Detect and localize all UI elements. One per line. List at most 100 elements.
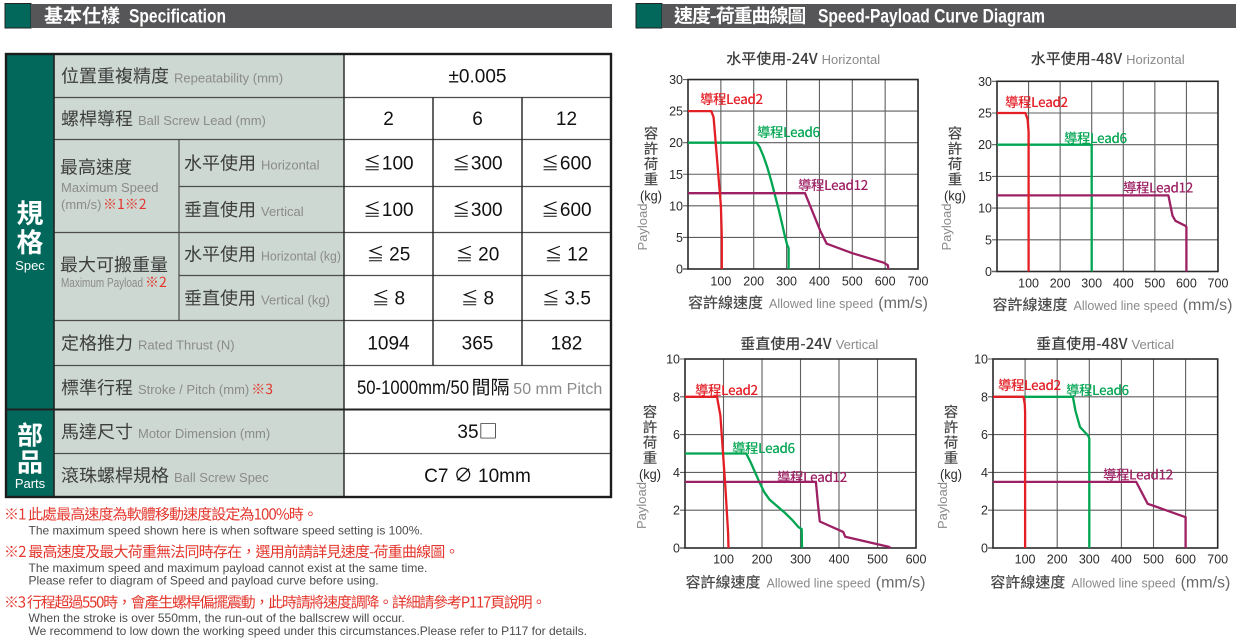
svg-text:(mm/s): (mm/s) bbox=[1183, 297, 1233, 314]
svg-text:20: 20 bbox=[978, 138, 992, 152]
svg-text:Horizontal: Horizontal bbox=[1126, 52, 1185, 67]
svg-text:8: 8 bbox=[981, 390, 988, 404]
svg-text:Please refer to diagram of Spe: Please refer to diagram of Speed and pay… bbox=[29, 574, 379, 588]
svg-text:4: 4 bbox=[673, 466, 680, 480]
svg-text:10mm: 10mm bbox=[478, 466, 531, 487]
svg-text:Maximum Speed: Maximum Speed bbox=[61, 180, 159, 195]
svg-text:1094: 1094 bbox=[367, 334, 410, 355]
svg-text:Allowed line speed: Allowed line speed bbox=[1071, 577, 1175, 591]
svg-text:100: 100 bbox=[1018, 277, 1039, 291]
svg-text:Rated Thrust (N): Rated Thrust (N) bbox=[138, 338, 235, 353]
svg-text:25: 25 bbox=[669, 105, 683, 119]
svg-text:15: 15 bbox=[978, 170, 992, 184]
svg-text:12: 12 bbox=[567, 245, 588, 266]
svg-text:700: 700 bbox=[908, 275, 929, 289]
svg-text:8: 8 bbox=[483, 289, 494, 310]
svg-text:(kg): (kg) bbox=[940, 466, 962, 482]
svg-text:600: 600 bbox=[906, 553, 927, 567]
svg-text:8: 8 bbox=[394, 289, 405, 310]
svg-text:Payload: Payload bbox=[634, 482, 649, 529]
svg-text:0: 0 bbox=[673, 542, 680, 556]
svg-text:Ball Screw Spec: Ball Screw Spec bbox=[174, 470, 269, 485]
svg-text:2: 2 bbox=[383, 109, 394, 130]
svg-text:Allowed line speed: Allowed line speed bbox=[1073, 299, 1177, 313]
svg-text:300: 300 bbox=[776, 275, 797, 289]
svg-text:(kg): (kg) bbox=[944, 188, 966, 204]
svg-text:Allowed line speed: Allowed line speed bbox=[769, 297, 873, 311]
svg-text:3.5: 3.5 bbox=[565, 289, 591, 310]
svg-text:10: 10 bbox=[974, 353, 988, 367]
svg-text:Horizontal: Horizontal bbox=[261, 158, 320, 173]
svg-text:5: 5 bbox=[985, 233, 992, 247]
svg-text:200: 200 bbox=[743, 275, 764, 289]
svg-text:300: 300 bbox=[471, 200, 503, 221]
svg-text:400: 400 bbox=[829, 553, 850, 567]
svg-text:600: 600 bbox=[1175, 553, 1196, 567]
svg-text:500: 500 bbox=[842, 275, 863, 289]
svg-text:Spec: Spec bbox=[15, 258, 45, 273]
svg-text:20: 20 bbox=[669, 136, 683, 150]
svg-text:500: 500 bbox=[1143, 553, 1164, 567]
svg-text:10: 10 bbox=[666, 353, 680, 367]
svg-text:200: 200 bbox=[1050, 277, 1071, 291]
svg-text:10: 10 bbox=[669, 199, 683, 213]
svg-text:50 mm Pitch: 50 mm Pitch bbox=[513, 381, 602, 398]
svg-text:Horizontal: Horizontal bbox=[822, 52, 881, 67]
svg-text:6: 6 bbox=[472, 109, 483, 130]
svg-text:600: 600 bbox=[560, 200, 592, 221]
svg-text:We recommend to low down the w: We recommend to low down the working spe… bbox=[29, 624, 588, 638]
svg-text:200: 200 bbox=[1047, 553, 1068, 567]
svg-text:Payload: Payload bbox=[635, 204, 650, 251]
svg-text:30: 30 bbox=[669, 73, 683, 87]
svg-text:200: 200 bbox=[752, 553, 773, 567]
svg-text:500: 500 bbox=[1144, 277, 1165, 291]
svg-text:182: 182 bbox=[551, 334, 583, 355]
svg-text:300: 300 bbox=[1081, 277, 1102, 291]
svg-text:Parts: Parts bbox=[15, 476, 46, 491]
svg-text:(mm/s): (mm/s) bbox=[876, 575, 926, 592]
svg-text:0: 0 bbox=[985, 265, 992, 279]
svg-text:100: 100 bbox=[1015, 553, 1036, 567]
svg-text:6: 6 bbox=[673, 428, 680, 442]
svg-text:Horizontal (kg): Horizontal (kg) bbox=[261, 249, 341, 264]
svg-text:400: 400 bbox=[1111, 553, 1132, 567]
svg-text:100: 100 bbox=[382, 200, 414, 221]
svg-text:Payload: Payload bbox=[935, 482, 950, 529]
svg-text:Speed-Payload Curve Diagram: Speed-Payload Curve Diagram bbox=[818, 7, 1045, 28]
svg-text:100: 100 bbox=[382, 154, 414, 175]
svg-text:25: 25 bbox=[978, 107, 992, 121]
svg-text:Vertical: Vertical bbox=[261, 204, 304, 219]
svg-text:5: 5 bbox=[676, 231, 683, 245]
svg-text:365: 365 bbox=[462, 334, 494, 355]
svg-text:(mm/s): (mm/s) bbox=[61, 197, 101, 212]
svg-text:4: 4 bbox=[981, 466, 988, 480]
svg-text:Vertical (kg): Vertical (kg) bbox=[261, 293, 330, 308]
svg-text:6: 6 bbox=[981, 428, 988, 442]
svg-text:(mm/s): (mm/s) bbox=[878, 295, 928, 312]
svg-text:(kg): (kg) bbox=[640, 188, 662, 204]
svg-text:Allowed line speed: Allowed line speed bbox=[767, 577, 871, 591]
svg-text:30: 30 bbox=[978, 75, 992, 89]
svg-text:2: 2 bbox=[981, 504, 988, 518]
svg-text:C7: C7 bbox=[424, 466, 448, 487]
svg-text:2: 2 bbox=[673, 504, 680, 518]
svg-text:Ball Screw Lead (mm): Ball Screw Lead (mm) bbox=[138, 113, 266, 128]
svg-text:100: 100 bbox=[713, 553, 734, 567]
svg-text:When the stroke is over 550mm,: When the stroke is over 550mm, the run-o… bbox=[29, 611, 405, 625]
svg-text:(kg): (kg) bbox=[639, 466, 661, 482]
svg-text:Maximum Payload: Maximum Payload bbox=[61, 275, 143, 290]
svg-text:12: 12 bbox=[556, 109, 577, 130]
svg-text:0: 0 bbox=[981, 542, 988, 556]
svg-text:600: 600 bbox=[1176, 277, 1197, 291]
svg-text:300: 300 bbox=[790, 553, 811, 567]
svg-text:The maximum speed shown here i: The maximum speed shown here is when sof… bbox=[29, 524, 423, 538]
svg-text:700: 700 bbox=[1208, 277, 1229, 291]
svg-text:Vertical: Vertical bbox=[1132, 337, 1175, 352]
svg-text:Motor Dimension (mm): Motor Dimension (mm) bbox=[138, 426, 270, 441]
svg-text:Payload: Payload bbox=[939, 204, 954, 251]
svg-text:400: 400 bbox=[1113, 277, 1134, 291]
svg-text:25: 25 bbox=[389, 245, 410, 266]
svg-text:700: 700 bbox=[1207, 553, 1228, 567]
svg-text:±0.005: ±0.005 bbox=[449, 66, 507, 87]
svg-text:35: 35 bbox=[457, 422, 478, 443]
